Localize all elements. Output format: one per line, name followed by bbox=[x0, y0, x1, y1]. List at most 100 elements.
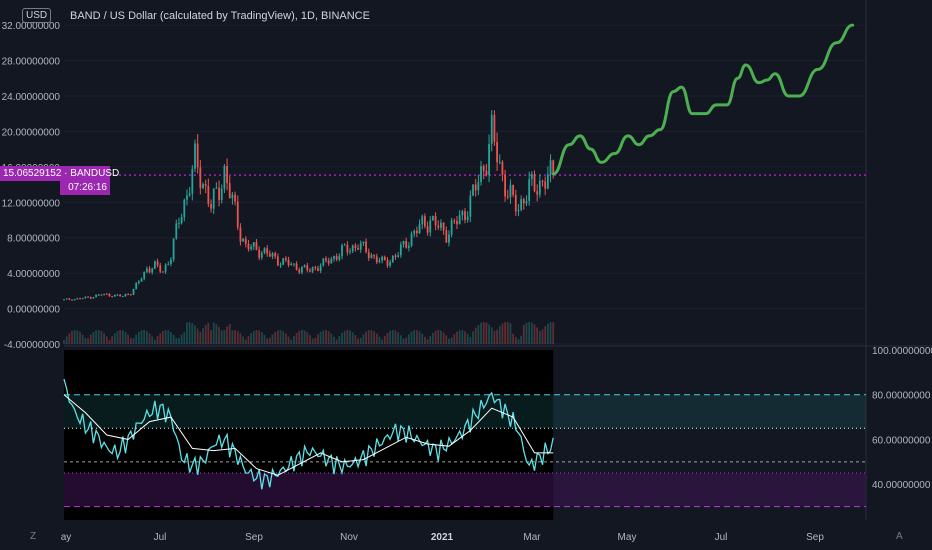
volume-bar bbox=[207, 322, 210, 344]
currency-badge[interactable]: USD bbox=[22, 8, 52, 23]
candle-body bbox=[501, 161, 504, 175]
time-tick-label: ay bbox=[61, 532, 72, 543]
volume-bar bbox=[415, 330, 418, 344]
volume-bar bbox=[242, 336, 245, 344]
volume-bar bbox=[132, 338, 135, 344]
timezone-icon[interactable]: Z bbox=[30, 531, 37, 542]
volume-bar bbox=[121, 330, 124, 344]
volume-bar bbox=[375, 333, 378, 344]
time-tick-label: Sep bbox=[245, 532, 263, 543]
price-tick-label: -4.00000000 bbox=[4, 340, 61, 351]
auto-scale-icon[interactable]: A bbox=[896, 531, 903, 542]
price-tick-label: 8.00000000 bbox=[7, 234, 60, 245]
volume-bar bbox=[378, 336, 381, 344]
volume-bar bbox=[124, 332, 127, 344]
volume-bar bbox=[276, 330, 279, 344]
candle-body bbox=[215, 187, 218, 189]
volume-bar bbox=[528, 322, 531, 344]
candle-body bbox=[266, 248, 269, 254]
volume-bar bbox=[95, 330, 97, 344]
volume-bar bbox=[290, 339, 293, 344]
volume-bar bbox=[544, 326, 547, 344]
volume-bar bbox=[103, 333, 105, 344]
candle-body bbox=[317, 268, 319, 271]
volume-bar bbox=[530, 322, 533, 344]
candle-body bbox=[386, 259, 389, 266]
candle-body bbox=[301, 267, 303, 273]
candle-body bbox=[186, 195, 188, 200]
candle-body bbox=[63, 299, 65, 301]
volume-bar bbox=[546, 323, 549, 344]
candle-body bbox=[426, 226, 429, 233]
volume-bar bbox=[226, 326, 228, 344]
volume-bar bbox=[170, 332, 172, 344]
volume-bar bbox=[97, 330, 100, 344]
volume-bar bbox=[311, 338, 314, 344]
volume-bar bbox=[100, 331, 103, 344]
candle-body bbox=[394, 255, 397, 257]
candle-body bbox=[538, 180, 541, 195]
volume-bar bbox=[381, 339, 384, 344]
candle-body bbox=[295, 263, 298, 270]
candle-body bbox=[242, 238, 245, 242]
candle-body bbox=[552, 160, 555, 175]
volume-bar bbox=[178, 337, 180, 344]
candle-body bbox=[113, 294, 116, 297]
candle-body bbox=[448, 234, 450, 243]
volume-bar bbox=[236, 331, 239, 344]
candle-body bbox=[178, 222, 180, 224]
candle-body bbox=[399, 244, 402, 256]
candle-body bbox=[127, 294, 130, 296]
volume-bar bbox=[389, 330, 392, 344]
volume-bar bbox=[92, 331, 95, 344]
candle-body bbox=[247, 243, 250, 250]
volume-bar bbox=[338, 336, 341, 344]
volume-bar bbox=[145, 331, 148, 344]
volume-bar bbox=[188, 322, 191, 344]
volume-bar bbox=[477, 324, 480, 344]
candle-body bbox=[89, 297, 92, 299]
volume-bar bbox=[167, 330, 170, 344]
candle-body bbox=[162, 271, 164, 273]
volume-bar bbox=[466, 333, 469, 344]
volume-bar bbox=[295, 333, 298, 344]
volume-bar bbox=[317, 334, 319, 344]
volume-bar bbox=[81, 334, 84, 344]
volume-bar bbox=[204, 325, 207, 344]
candle-body bbox=[76, 298, 79, 300]
chart-title: BAND / US Dollar (calculated by TradingV… bbox=[70, 10, 370, 22]
volume-bar bbox=[156, 336, 159, 344]
volume-bar bbox=[164, 330, 167, 344]
volume-bar bbox=[357, 338, 359, 344]
candle-body bbox=[236, 201, 239, 228]
candle-body bbox=[530, 174, 533, 180]
candle-body bbox=[541, 180, 544, 182]
volume-bar bbox=[87, 338, 89, 344]
rsi-line bbox=[63, 378, 554, 490]
volume-bar bbox=[234, 330, 236, 344]
candle-body bbox=[255, 242, 258, 250]
volume-bar bbox=[517, 339, 520, 344]
volume-bar bbox=[314, 337, 317, 344]
volume-bar bbox=[335, 339, 338, 344]
candle-body bbox=[341, 245, 343, 257]
candle-body bbox=[482, 166, 485, 171]
volume-bar bbox=[111, 336, 114, 344]
volume-bar bbox=[456, 331, 458, 344]
volume-bar bbox=[506, 322, 509, 344]
volume-bar bbox=[298, 330, 301, 344]
candle-body bbox=[218, 187, 220, 201]
candle-body bbox=[528, 179, 531, 201]
volume-bar bbox=[386, 332, 389, 344]
volume-bar bbox=[172, 334, 175, 344]
candle-body bbox=[210, 204, 212, 209]
volume-bar bbox=[282, 331, 285, 344]
time-tick-label: Nov bbox=[340, 532, 358, 543]
volume-bar bbox=[514, 337, 517, 344]
volume-bar bbox=[549, 322, 552, 344]
candle-body bbox=[335, 256, 338, 260]
volume-bar bbox=[196, 328, 199, 344]
volume-bar bbox=[426, 339, 429, 344]
volume-bar bbox=[322, 330, 325, 344]
